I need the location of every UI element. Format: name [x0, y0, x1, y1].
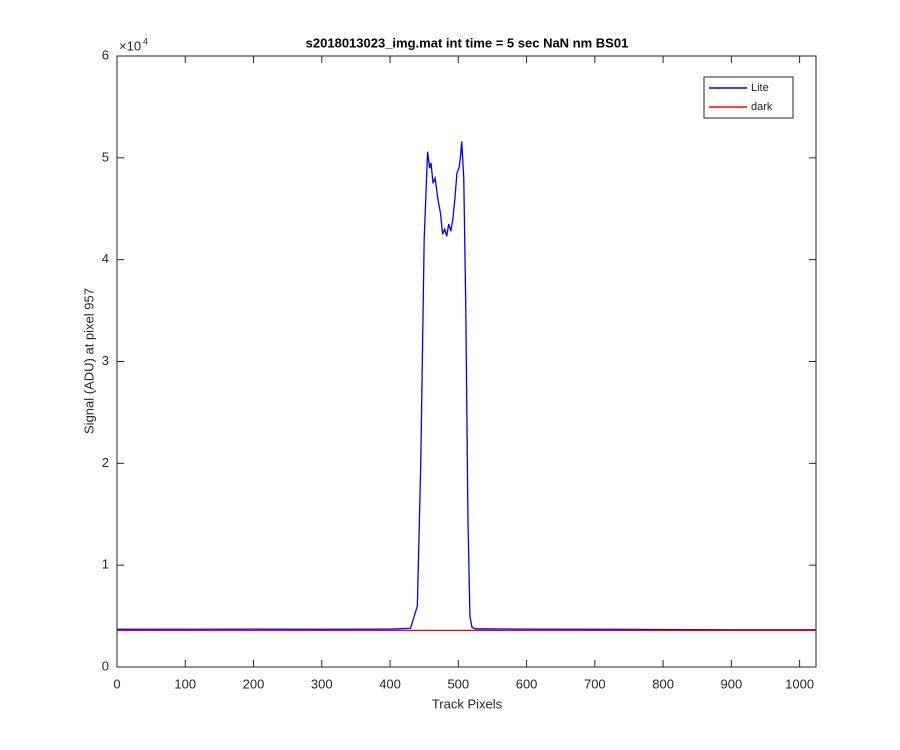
- y-multiplier-exponent: 4: [143, 36, 148, 46]
- x-tick-label: 600: [516, 676, 538, 691]
- x-tick-label: 800: [652, 676, 674, 691]
- legend-label: dark: [751, 101, 773, 113]
- y-axis-label: Signal (ADU) at pixel 957: [81, 288, 96, 434]
- x-tick-label: 700: [584, 676, 606, 691]
- x-tick-label: 100: [174, 676, 196, 691]
- y-tick-label: 2: [102, 455, 109, 470]
- legend-box: [703, 76, 794, 119]
- x-tick-label: 400: [379, 676, 401, 691]
- x-tick-label: 900: [721, 676, 743, 691]
- x-tick-label: 300: [311, 676, 333, 691]
- y-tick-label: 5: [102, 149, 109, 164]
- y-tick-label: 1: [102, 557, 109, 572]
- legend-label: Lite: [751, 82, 769, 94]
- y-tick-label: 3: [102, 353, 109, 368]
- x-tick-label: 1000: [785, 676, 814, 691]
- x-axis-label: Track Pixels: [432, 696, 503, 711]
- chart-title: s2018013023_img.mat int time = 5 sec NaN…: [306, 35, 629, 50]
- y-multiplier-base: ×10: [119, 38, 141, 53]
- x-tick-label: 200: [243, 676, 265, 691]
- data-line: [116, 141, 817, 631]
- y-tick-label: 4: [102, 251, 109, 266]
- y-tick-label: 6: [102, 47, 109, 62]
- x-tick-label: 500: [447, 676, 469, 691]
- y-tick-label: 0: [102, 658, 109, 673]
- x-tick-label: 0: [113, 676, 120, 691]
